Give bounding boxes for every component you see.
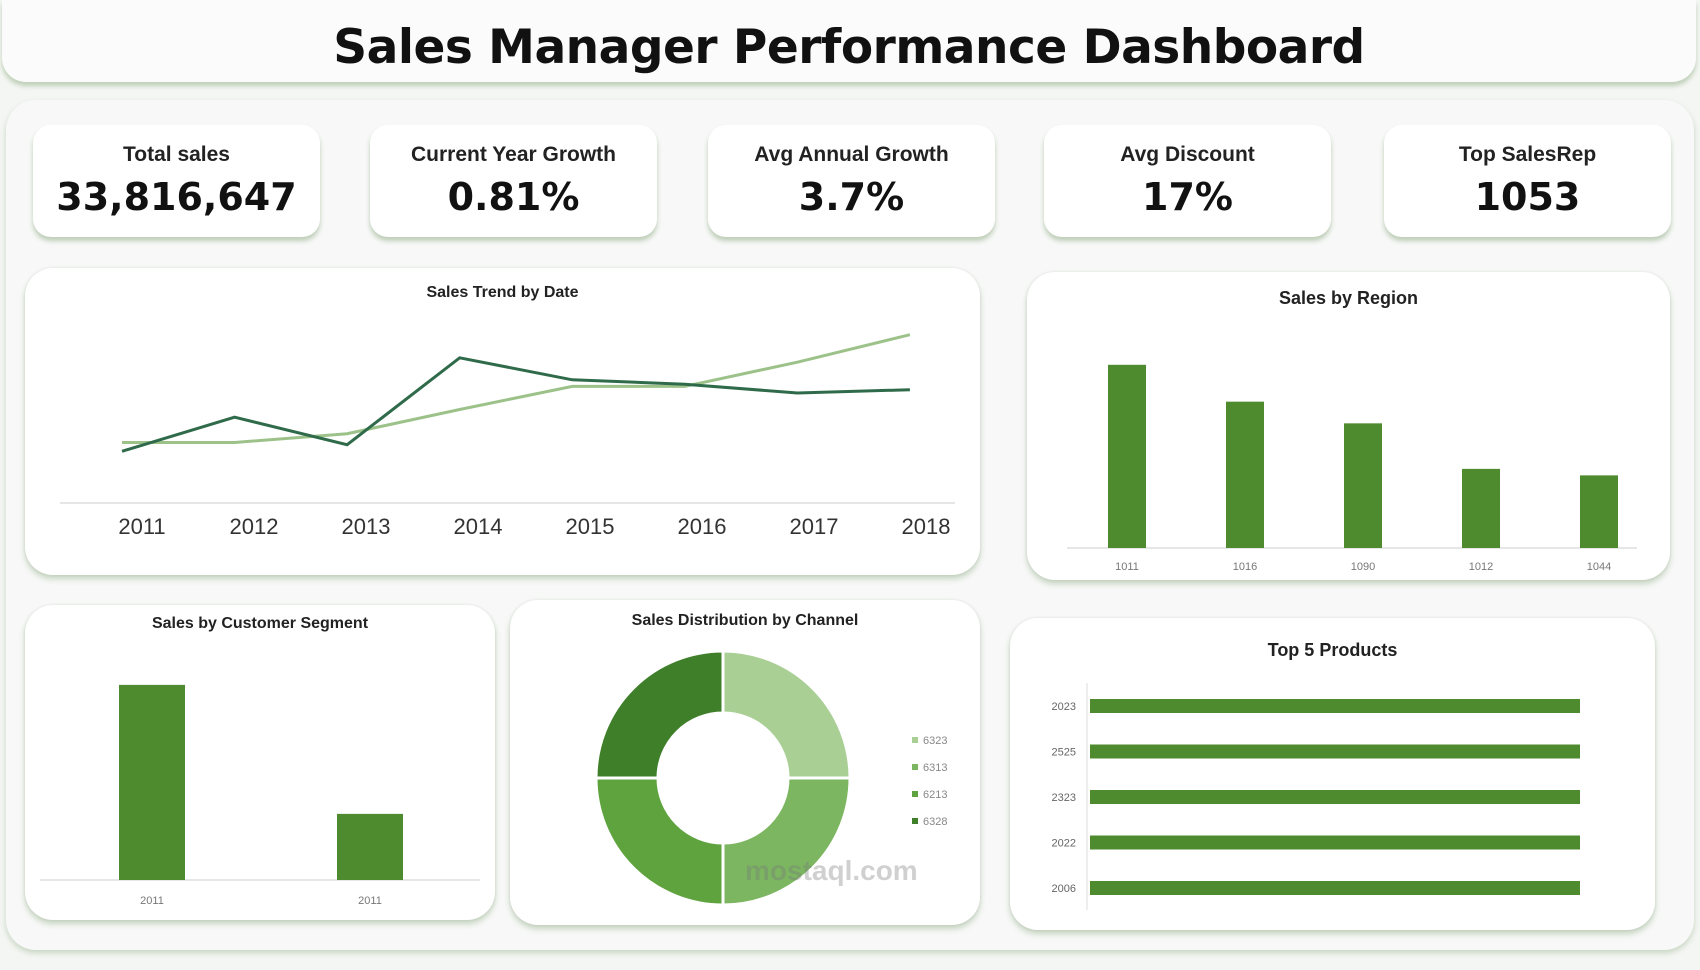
x-tick-label: 2014: [454, 514, 503, 539]
x-tick-label: 1016: [1233, 561, 1257, 573]
legend-label: 6213: [923, 789, 947, 801]
y-tick-label: 2022: [1052, 838, 1076, 850]
bar: [1344, 423, 1382, 548]
x-tick-label: 2017: [790, 514, 839, 539]
series-line-0: [121, 356, 910, 453]
x-tick-label: 1012: [1469, 561, 1493, 573]
kpi-top-salesrep: Top SalesRep 1053: [1384, 125, 1671, 237]
y-tick-label: 2006: [1052, 883, 1076, 895]
x-tick-label: 2015: [566, 514, 615, 539]
legend-marker: [912, 791, 918, 797]
kpi-current-year-growth: Current Year Growth 0.81%: [370, 125, 657, 237]
x-tick-label: 1044: [1587, 561, 1611, 573]
bar: [1226, 401, 1264, 548]
chart-title: Top 5 Products: [1267, 640, 1398, 660]
donut-slice: [594, 649, 725, 780]
kpi-label: Avg Annual Growth: [754, 143, 949, 166]
x-tick-label: 2018: [902, 514, 951, 539]
kpi-value: 33,816,647: [56, 175, 297, 219]
x-tick-label: 2011: [118, 514, 165, 539]
x-tick-label: 1011: [1115, 561, 1139, 573]
x-tick-label: 2012: [230, 514, 279, 539]
kpi-label: Current Year Growth: [411, 143, 616, 166]
legend-marker: [912, 818, 918, 824]
bar: [1090, 744, 1580, 759]
bar: [337, 813, 403, 880]
watermark: mostaql.com: [745, 855, 918, 886]
chart-title: Sales Trend by Date: [426, 284, 579, 301]
kpi-label: Top SalesRep: [1458, 143, 1597, 166]
page-title: Sales Manager Performance Dashboard: [333, 20, 1365, 75]
kpi-value: 17%: [1142, 175, 1233, 219]
kpi-value: 1053: [1474, 175, 1581, 219]
legend-label: 6328: [923, 816, 947, 828]
donut-slice: [721, 649, 852, 780]
x-tick-label: 2011: [140, 895, 164, 907]
donut-slice: [594, 776, 725, 907]
legend-label: 6323: [923, 735, 947, 747]
kpi-avg-annual-growth: Avg Annual Growth 3.7%: [708, 125, 995, 237]
kpi-total-sales: Total sales 33,816,647: [33, 125, 320, 237]
sales-trend-card: Sales Trend by Date 2011 2012 2013 2014 2015 2…: [25, 268, 980, 575]
bar: [1462, 468, 1500, 548]
bar: [1108, 364, 1146, 548]
kpi-value: 0.81%: [447, 175, 580, 219]
channel-distribution-card: Sales Distribution by Channel 6323 6313 621…: [510, 600, 980, 925]
series-line-1: [122, 333, 911, 444]
bar: [1090, 881, 1580, 895]
bar: [1580, 475, 1618, 548]
chart-title: Sales by Customer Segment: [151, 615, 369, 632]
x-tick-label: 1090: [1351, 561, 1375, 573]
kpi-label: Total sales: [123, 143, 230, 166]
bar: [1090, 699, 1580, 713]
y-tick-label: 2023: [1052, 701, 1076, 713]
legend-marker: [912, 737, 918, 743]
y-tick-label: 2323: [1052, 792, 1076, 804]
chart-title: Sales Distribution by Channel: [631, 612, 859, 629]
x-tick-label: 2016: [678, 514, 727, 539]
bar: [1090, 790, 1580, 804]
title-bar: Sales Manager Performance Dashboard: [2, 0, 1696, 82]
x-tick-label: 2013: [342, 514, 391, 539]
kpi-value: 3.7%: [798, 175, 905, 219]
kpi-label: Avg Discount: [1120, 143, 1255, 166]
legend-label: 6313: [923, 762, 947, 774]
x-tick-label: 2011: [358, 895, 382, 907]
top-products-card: Top 5 Products 2023 2525 2323 2022 2006: [1010, 618, 1655, 930]
bar: [119, 684, 185, 880]
y-tick-label: 2525: [1052, 747, 1076, 759]
donut-slice: [721, 776, 852, 907]
chart-title: Sales by Region: [1278, 288, 1419, 308]
sales-by-region-card: Sales by Region 1011 1016 1090 1012 1044: [1027, 272, 1670, 580]
kpi-avg-discount: Avg Discount 17%: [1044, 125, 1331, 237]
legend-marker: [912, 764, 918, 770]
bar: [1090, 835, 1580, 850]
sales-by-segment-card: Sales by Customer Segment 2011 2011: [25, 605, 495, 920]
